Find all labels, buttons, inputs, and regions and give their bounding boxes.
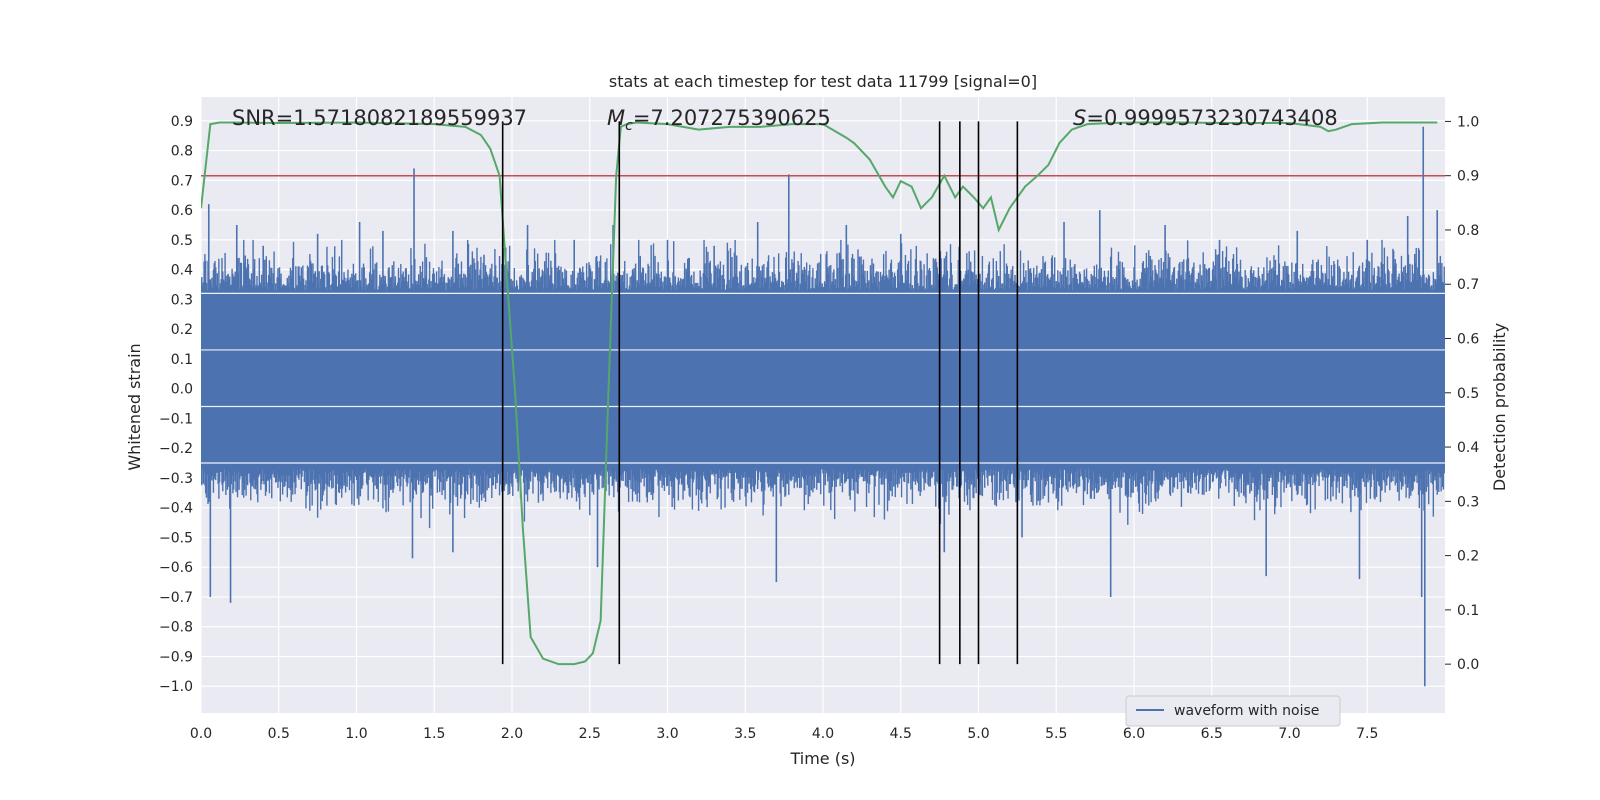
y-right-axis-label: Detection probability (1490, 323, 1509, 491)
y-left-tick-label: 0.3 (171, 292, 193, 308)
legend: waveform with noise (1125, 695, 1341, 727)
y-left-tick-label: −0.4 (159, 501, 193, 517)
x-tick-label: 5.0 (967, 726, 989, 742)
y-left-tick-label: 0.6 (171, 203, 193, 219)
y-right-tick-label: 0.6 (1457, 332, 1479, 348)
legend-entry-waveform: waveform with noise (1174, 703, 1319, 719)
y-right-tick-label: 0.0 (1457, 657, 1479, 673)
chirp-mass-symbol: M (607, 106, 625, 130)
y-right-tick-label: 0.8 (1457, 223, 1479, 239)
y-right-tick-label: 0.3 (1457, 494, 1479, 510)
chirp-mass-subscript: c (625, 118, 633, 134)
y-left-tick-label: 0.1 (171, 352, 193, 368)
waveform-core (201, 290, 1445, 469)
probability-line (201, 121, 1438, 666)
x-tick-label: 3.0 (656, 726, 678, 742)
s-annotation: S=0.9999573230743408 (1073, 106, 1338, 130)
y-left-tick-label: 0.2 (171, 322, 193, 338)
y-left-tick-label: 0.5 (171, 233, 193, 249)
chirp-mass-annotation: Mc=7.207275390625 (607, 106, 831, 134)
y-left-tick-label: 0.9 (171, 114, 193, 130)
y-right-tick-label: 0.7 (1457, 277, 1479, 293)
chart-title: stats at each timestep for test data 117… (609, 72, 1037, 91)
x-tick-label: 0.0 (190, 726, 212, 742)
y-left-tick-label: 0.8 (171, 144, 193, 160)
legend-box (1125, 695, 1341, 727)
y-left-tick-label: −0.5 (159, 530, 193, 546)
s-symbol: S (1073, 106, 1086, 130)
x-tick-label: 4.0 (812, 726, 834, 742)
x-tick-label: 1.5 (423, 726, 445, 742)
chirp-mass-value: =7.207275390625 (633, 106, 831, 130)
y-right-tick-label: 0.9 (1457, 169, 1479, 185)
s-value: =0.9999573230743408 (1086, 106, 1337, 130)
x-tick-label: 7.5 (1356, 726, 1378, 742)
y-left-tick-label: −0.8 (159, 620, 193, 636)
y-left-tick-label: −0.6 (159, 560, 193, 576)
x-axis-ticks: 0.0 0.5 1.0 1.5 2.0 2.5 3.0 3.5 4.0 4.5 5.0 5.5 6.0 6… (190, 726, 1379, 742)
y-left-axis-label: Whitened strain (125, 343, 144, 470)
y-left-tick-label: −1.0 (159, 679, 193, 695)
x-tick-label: 0.5 (268, 726, 290, 742)
x-tick-label: 4.5 (890, 726, 912, 742)
x-tick-label: 6.0 (1123, 726, 1145, 742)
y-left-axis-ticks: 0.9 0.8 0.7 0.6 0.5 0.4 0.3 0.2 0.1 0.0 −0.1 −0.2 −0… (159, 114, 193, 695)
y-left-tick-label: −0.7 (159, 590, 193, 606)
x-tick-label: 2.5 (579, 726, 601, 742)
x-tick-label: 5.5 (1045, 726, 1067, 742)
x-tick-label: 2.0 (501, 726, 523, 742)
y-right-axis-ticks: 1.0 0.9 0.8 0.7 0.6 0.5 0.4 0.3 0.2 0.1 0.0 (1445, 114, 1479, 673)
y-left-tick-label: 0.0 (171, 382, 193, 398)
x-axis-label: Time (s) (789, 749, 855, 768)
y-right-tick-label: 1.0 (1457, 114, 1479, 130)
y-right-tick-label: 0.4 (1457, 440, 1479, 456)
y-left-tick-label: −0.9 (159, 649, 193, 665)
y-right-tick-label: 0.5 (1457, 386, 1479, 402)
x-tick-label: 3.5 (734, 726, 756, 742)
y-right-tick-label: 0.1 (1457, 603, 1479, 619)
snr-annotation: SNR=1.5718082189559937 (232, 106, 527, 130)
y-right-tick-label: 0.2 (1457, 549, 1479, 565)
y-left-tick-label: −0.3 (159, 471, 193, 487)
waveform-series (201, 126, 1445, 687)
y-left-tick-label: −0.1 (159, 411, 193, 427)
x-tick-label: 7.0 (1278, 726, 1300, 742)
y-left-tick-label: 0.7 (171, 173, 193, 189)
x-tick-label: 6.5 (1201, 726, 1223, 742)
x-tick-label: 1.0 (345, 726, 367, 742)
y-left-tick-label: 0.4 (171, 263, 193, 279)
vertical-markers (501, 121, 1019, 665)
y-left-tick-label: −0.2 (159, 441, 193, 457)
